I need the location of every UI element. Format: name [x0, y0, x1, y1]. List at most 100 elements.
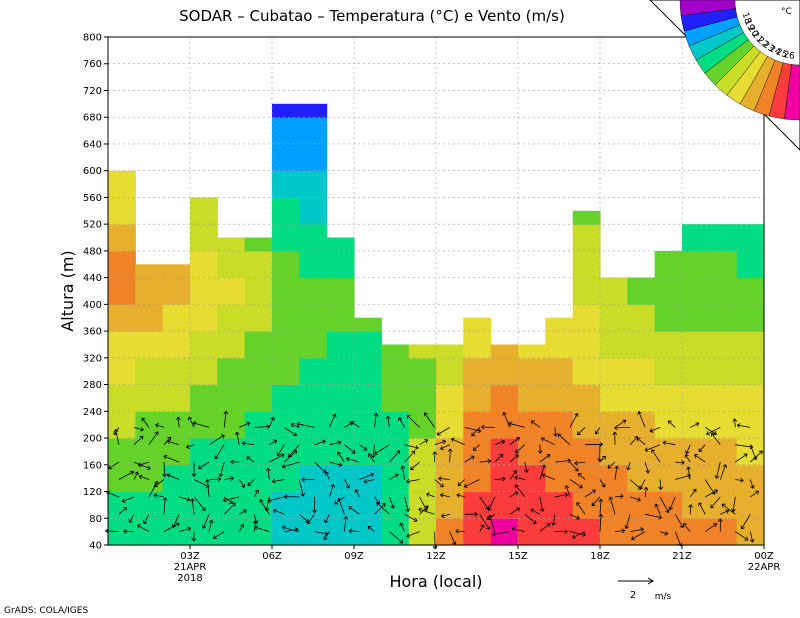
wind-arrow	[301, 477, 315, 483]
heatmap-cell	[490, 518, 519, 546]
wind-arrow	[363, 479, 375, 484]
wind-arrow	[731, 496, 736, 513]
heatmap-cell	[682, 277, 710, 305]
heatmap-cell	[272, 384, 300, 412]
wind-arrow	[554, 458, 571, 464]
heatmap-cell	[244, 357, 273, 386]
heatmap-cell	[654, 357, 683, 386]
wind-arrow	[198, 461, 210, 470]
wind-arrow	[329, 461, 343, 468]
heatmap-cell	[545, 357, 574, 386]
wind-arrow	[373, 412, 379, 428]
wind-arrow	[374, 444, 390, 455]
heatmap-cell	[654, 384, 683, 412]
heatmap-cell	[217, 237, 246, 252]
wind-arrow	[434, 479, 444, 488]
wind-arrow	[389, 496, 395, 509]
wind-arrow	[481, 424, 495, 430]
heatmap-cell	[436, 411, 464, 439]
heatmap-cell	[217, 304, 246, 332]
heatmap-cell	[408, 491, 437, 519]
wind-arrow	[749, 444, 758, 461]
heatmap-cell	[108, 304, 136, 332]
wind-arrow	[400, 465, 406, 480]
heatmap-cell	[682, 331, 710, 359]
heatmap-cell	[381, 438, 410, 466]
wind-arrow	[359, 444, 368, 451]
heatmap-cell	[190, 331, 218, 359]
heatmap-cell	[272, 250, 300, 279]
wind-arrow	[624, 514, 631, 529]
wind-arrow	[162, 497, 168, 515]
wind-arrow	[440, 492, 450, 498]
wind-arrow	[223, 496, 233, 504]
heatmap-cell	[736, 384, 765, 412]
wind-arrow	[123, 529, 135, 534]
heatmap-cell	[217, 518, 246, 546]
heatmap-cell	[736, 438, 765, 466]
y-tick-label: 720	[83, 86, 102, 97]
heatmap-cell	[490, 384, 519, 412]
wind-arrow	[464, 511, 478, 517]
wind-arrow	[569, 413, 579, 428]
wind-arrow	[645, 513, 662, 520]
heatmap-cell	[108, 384, 136, 412]
heatmap-cell	[135, 331, 164, 359]
wind-arrow	[614, 493, 624, 499]
wind-arrow	[643, 486, 649, 497]
wind-arrow	[166, 439, 180, 446]
heatmap-cell	[162, 384, 191, 412]
wind-arrow	[334, 496, 345, 505]
wind-arrow	[551, 514, 556, 526]
heatmap-cell	[162, 491, 191, 519]
heatmap-cell	[190, 491, 218, 519]
heatmap-cell	[354, 384, 382, 412]
wind-arrow	[584, 489, 596, 498]
heatmap-cell	[572, 438, 601, 466]
wind-arrow	[426, 492, 435, 498]
wind-arrow	[508, 421, 525, 428]
x-tick-label: 06Z	[262, 551, 282, 562]
heatmap-cell	[244, 304, 273, 332]
heatmap-cell	[108, 197, 136, 225]
wind-arrow	[654, 503, 661, 515]
heatmap-cell	[299, 304, 328, 332]
heatmap-cell	[299, 103, 328, 118]
wind-arrow	[376, 502, 390, 515]
heatmap-cell	[190, 357, 218, 386]
heatmap-cell	[326, 250, 355, 279]
legend-level-label: 18	[739, 11, 752, 25]
wind-arrow	[450, 437, 465, 446]
wind-arrow	[406, 415, 420, 428]
wind-arrow	[419, 505, 429, 515]
heatmap-cell	[354, 464, 382, 493]
wind-arrow	[281, 461, 300, 469]
wind-arrow	[749, 479, 755, 489]
wind-arrow	[541, 473, 556, 480]
wind-arrow	[118, 506, 128, 515]
wind-arrow	[201, 514, 210, 529]
wind-arrow	[487, 496, 496, 511]
heatmap-cell	[217, 384, 246, 412]
heatmap-cell	[682, 518, 710, 546]
wind-arrow	[732, 418, 738, 428]
wind-scale-unit: m/s	[655, 592, 672, 602]
heatmap-cell	[463, 384, 492, 412]
wind-arrow	[438, 476, 450, 481]
heatmap-cell	[381, 411, 410, 439]
wind-arrow	[389, 531, 404, 544]
heatmap-cell	[463, 331, 492, 359]
wind-arrow	[354, 489, 360, 498]
heatmap-cell	[381, 518, 410, 546]
wind-arrow	[190, 498, 195, 515]
heatmap-cell	[299, 384, 328, 412]
heatmap-cell	[709, 331, 738, 359]
heatmap-cell	[736, 411, 765, 439]
y-tick-label: 40	[89, 541, 102, 552]
heatmap-cell	[108, 170, 136, 198]
wind-arrow	[704, 479, 716, 495]
wind-arrow	[367, 525, 375, 532]
heatmap-cell	[408, 357, 437, 386]
wind-arrow	[191, 462, 197, 477]
legend-swatch	[679, 0, 736, 16]
